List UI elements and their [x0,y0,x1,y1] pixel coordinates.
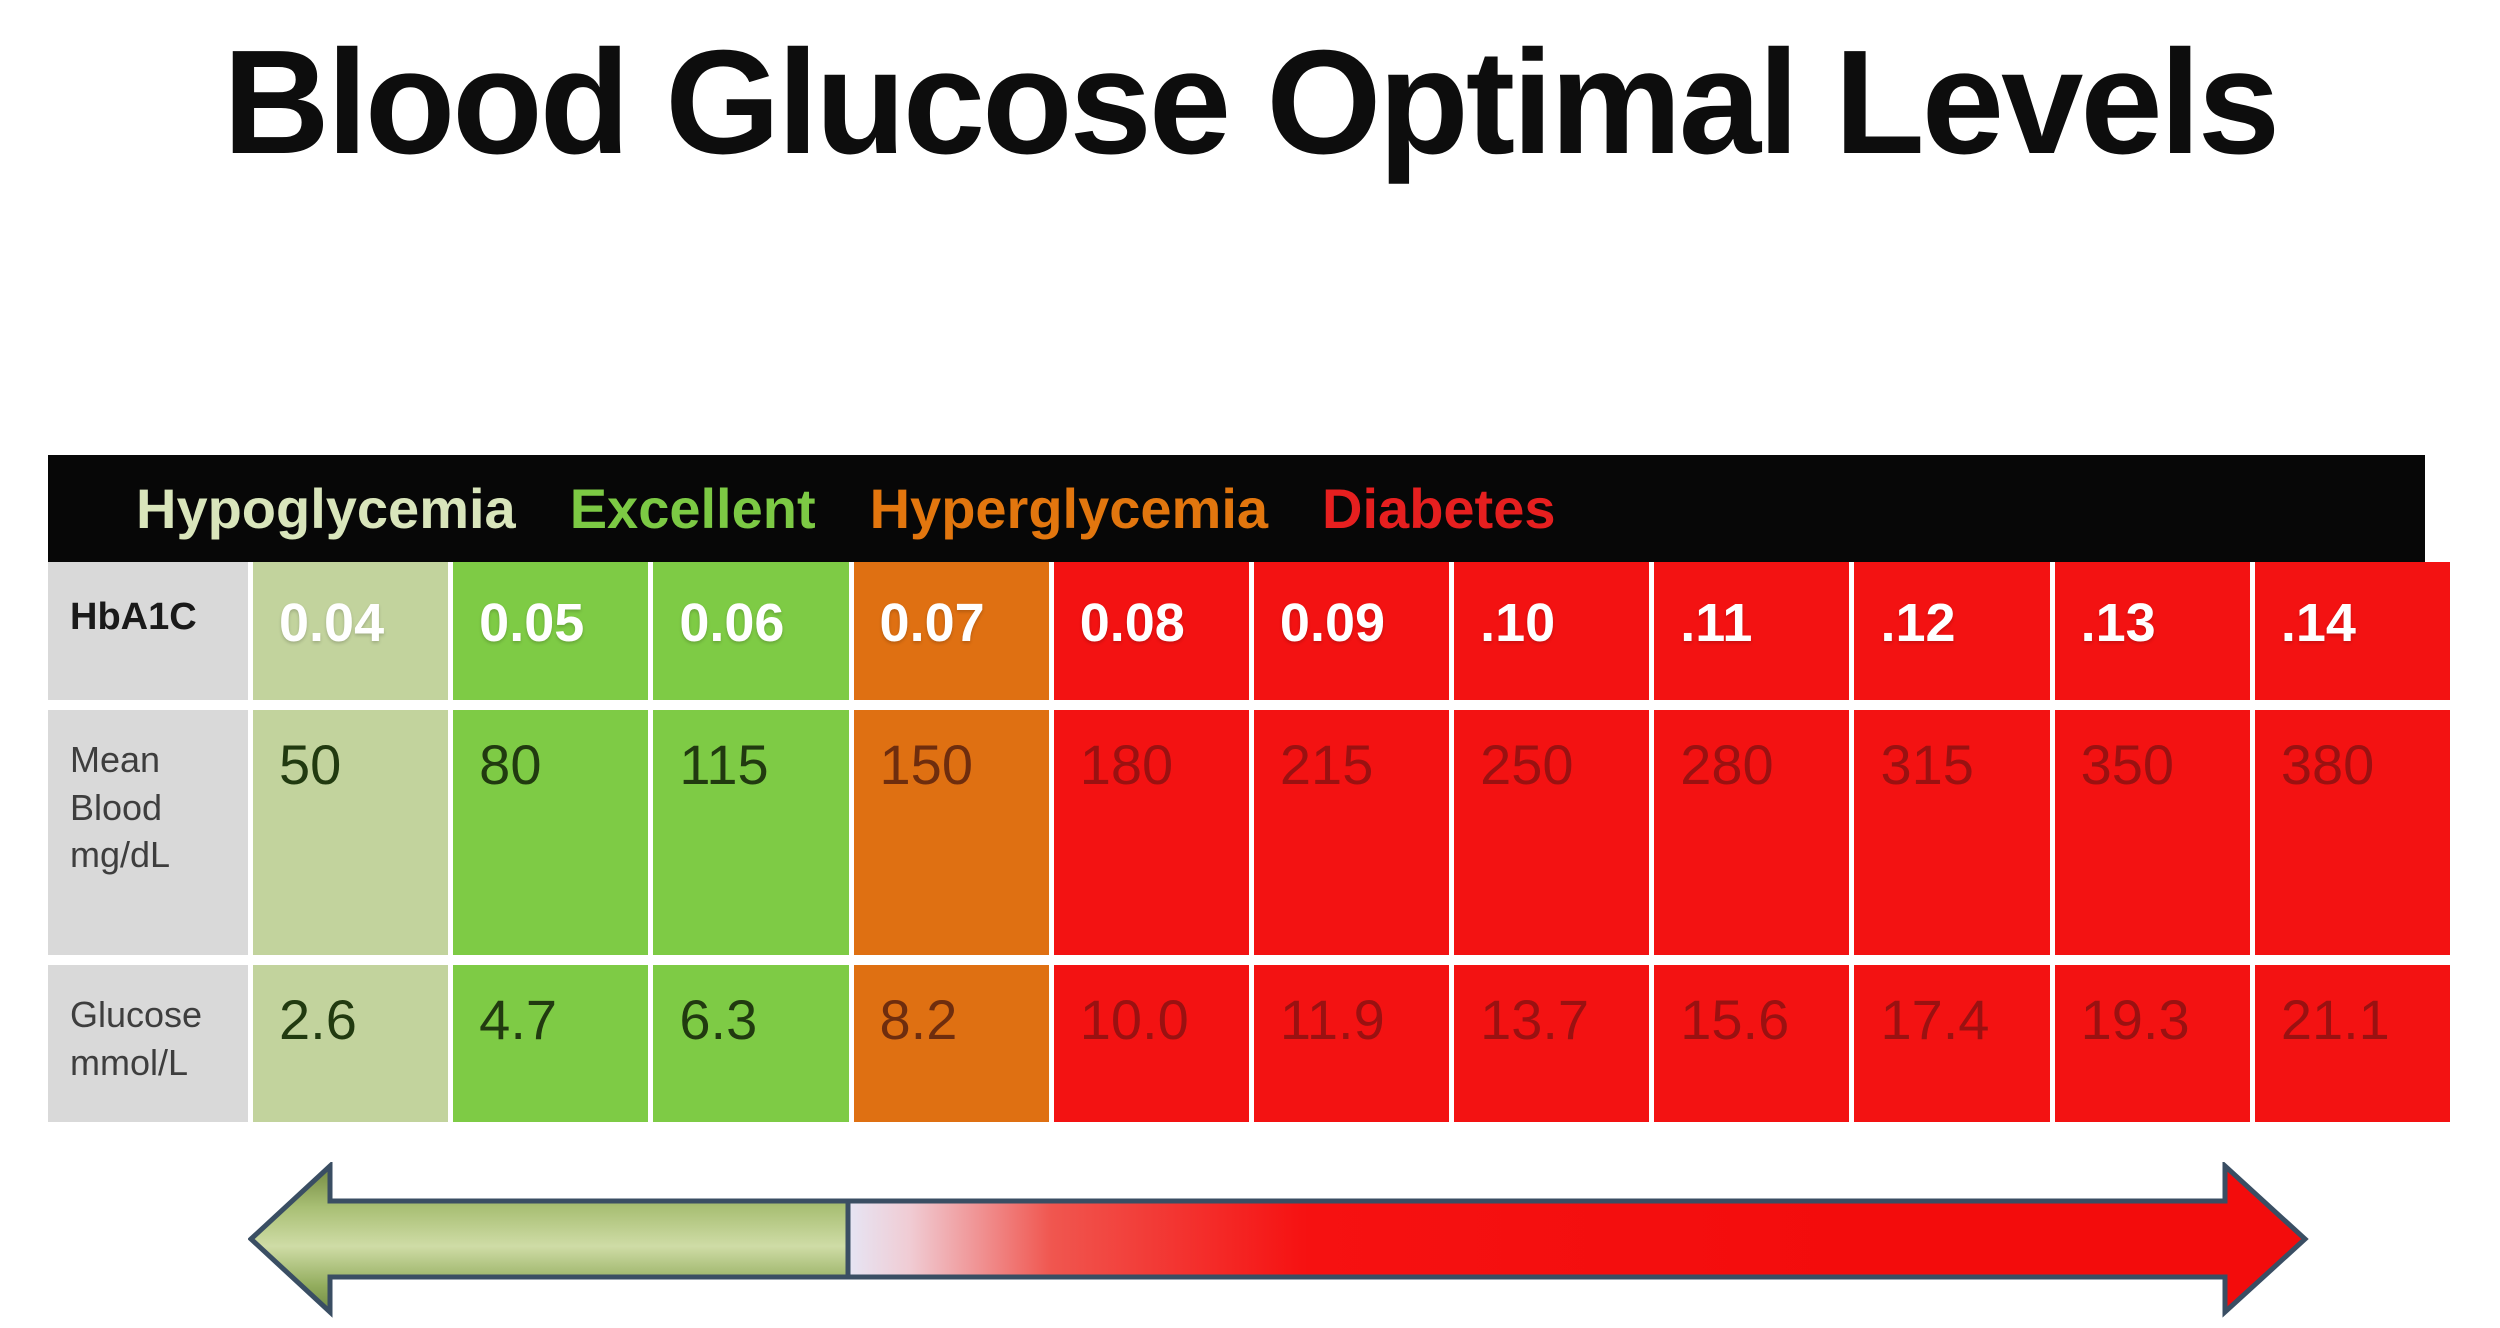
row-label-hba1c: HbA1C [48,562,248,700]
glucose-mmoll-value-cell: 19.3 [2054,965,2250,1122]
page-title: Blood Glucose Optimal Levels [222,20,2280,185]
legend-item-hyperglycemia: Hyperglycemia [869,477,1269,540]
glucose-table: HbA1C 0.04 0.05 0.06 0.07 0.08 0.09.10.11.12.1… [48,562,2450,1122]
row-label-mean-blood-mgdl: Mean Blood mg/dL [48,710,248,955]
mean-blood-mgdl-value-cell: 250 [1454,710,1650,955]
arrow-right-red-half [845,1162,2309,1318]
hba1c-value-cell: .14 [2254,562,2450,700]
glucose-mmoll-value-cell: 2.6 [253,965,449,1122]
severity-gradient-arrow [248,1162,2309,1318]
mean-blood-mgdl-value-cell: 280 [1654,710,1850,955]
glucose-mmoll-value-cell: 4.7 [453,965,649,1122]
glucose-mmoll-value-cell: 6.3 [653,965,849,1122]
hba1c-value-cell: 0.05 [453,562,649,700]
hba1c-value-cell: 0.08 [1053,562,1249,700]
glucose-mmoll-value-cell: 13.7 [1454,965,1650,1122]
glucose-mmoll-value-cell: 8.2 [853,965,1049,1122]
mean-blood-mgdl-value-cell: 315 [1854,710,2050,955]
glucose-mmoll-value-cell: 21.1 [2254,965,2450,1122]
mean-blood-mgdl-value-cell: 80 [453,710,649,955]
mean-blood-mgdl-value-cell: 350 [2054,710,2250,955]
row-label-glucose-mmoll: Glucose mmol/L [48,965,248,1122]
legend-item-excellent: Excellent [569,477,816,540]
legend-item-diabetes: Diabetes [1322,477,1556,540]
mean-blood-mgdl-value-cell: 215 [1253,710,1450,955]
mean-blood-mgdl-value-cell: 115 [653,710,849,955]
hba1c-value-cell: .13 [2054,562,2250,700]
hba1c-value-cell: .11 [1654,562,1850,700]
hba1c-value-cell: .12 [1854,562,2050,700]
hba1c-value-cell: 0.09 [1253,562,1450,700]
glucose-mmoll-value-cell: 17.4 [1854,965,2050,1122]
mean-blood-mgdl-value-cell: 380 [2254,710,2450,955]
mean-blood-mgdl-value-cell: 150 [853,710,1049,955]
hba1c-value-cell: 0.06 [653,562,849,700]
mean-blood-mgdl-value-cell: 180 [1053,710,1249,955]
glucose-mmoll-value-cell: 11.9 [1253,965,1450,1122]
arrow-left-green-half [248,1162,851,1318]
legend-bar: Hypoglycemia Excellent Hyperglycemia Dia… [48,455,2425,562]
glucose-mmoll-value-cell: 10.0 [1053,965,1249,1122]
hba1c-value-cell: .10 [1454,562,1650,700]
legend-item-hypoglycemia: Hypoglycemia [136,477,516,540]
hba1c-value-cell: 0.04 [253,562,449,700]
mean-blood-mgdl-value-cell: 50 [253,710,449,955]
glucose-mmoll-value-cell: 15.6 [1654,965,1850,1122]
hba1c-value-cell: 0.07 [853,562,1049,700]
